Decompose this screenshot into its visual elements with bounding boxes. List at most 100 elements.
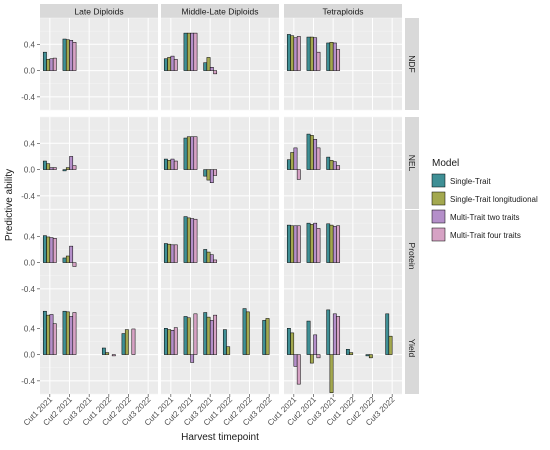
bar (206, 251, 211, 263)
x-axis-title: Harvest timepoint (181, 432, 259, 443)
bar (203, 312, 208, 355)
panel-background (40, 18, 158, 110)
bar (296, 169, 301, 180)
bar (170, 244, 175, 263)
bar (265, 318, 270, 355)
bar (332, 313, 337, 355)
bar (62, 257, 67, 263)
legend-entry-label: Multi-Trait four traits (450, 231, 521, 240)
bar (309, 36, 314, 71)
bar (49, 167, 54, 170)
bar (306, 133, 311, 170)
panel-background (284, 18, 402, 110)
bar (65, 39, 70, 71)
bar (42, 51, 47, 71)
bar (193, 313, 198, 355)
bar (293, 354, 298, 367)
bar (72, 312, 77, 355)
bar (326, 309, 331, 355)
bar (309, 224, 314, 263)
bar (170, 158, 175, 170)
column-strip (284, 4, 402, 18)
bar (203, 62, 208, 71)
column-strip (161, 4, 279, 18)
bar (163, 58, 168, 71)
panel-background (161, 302, 279, 394)
bar (163, 158, 168, 170)
legend-title: Model (432, 158, 459, 169)
y-tick-label: -0.4 (21, 192, 35, 201)
bar (121, 333, 126, 355)
bar (329, 354, 334, 393)
bar (306, 36, 311, 71)
bar (290, 35, 295, 71)
bar (206, 57, 211, 71)
bar (72, 165, 77, 170)
bar (62, 38, 67, 71)
bar (336, 316, 341, 355)
bar (173, 59, 178, 71)
bar (222, 329, 227, 355)
bar (316, 51, 321, 71)
bar (163, 328, 168, 355)
bar (262, 320, 267, 355)
bar (213, 70, 218, 75)
bar (186, 217, 191, 263)
y-tick-label: 0.4 (24, 324, 36, 333)
bar (329, 42, 334, 71)
y-tick-label: 0.0 (24, 351, 36, 360)
bar (203, 169, 208, 177)
bar (167, 329, 172, 355)
bar (213, 169, 218, 176)
bar (316, 228, 321, 263)
legend-entry-label: Multi-Trait two traits (450, 213, 520, 222)
bar (293, 147, 298, 170)
bar (316, 354, 321, 359)
bar (183, 316, 188, 355)
bar (186, 32, 191, 71)
row-strip-label: NDF (407, 55, 417, 72)
bar (186, 317, 191, 355)
bar (296, 354, 301, 385)
bar (309, 354, 314, 364)
bar (52, 167, 57, 170)
bar (167, 57, 172, 71)
y-tick-label: -0.4 (21, 285, 35, 294)
bar (213, 259, 218, 263)
bar (190, 136, 195, 170)
column-strip-label: Late Diploids (74, 7, 123, 17)
bar (46, 163, 51, 170)
bar (332, 161, 337, 170)
row-strip-label: Protein (407, 243, 417, 270)
bar (101, 347, 106, 355)
bar (329, 224, 334, 263)
panel-background (161, 210, 279, 302)
bar (131, 328, 136, 355)
bar (42, 310, 47, 355)
bar (326, 156, 331, 170)
bar (326, 42, 331, 71)
y-tick-label: 0.4 (24, 40, 36, 49)
bar (65, 255, 70, 263)
row-strip-label: Yield (407, 339, 417, 358)
bar (124, 329, 129, 355)
bar (209, 254, 214, 263)
panel-background (284, 117, 402, 209)
bar (65, 167, 70, 170)
bar (290, 152, 295, 170)
bar (46, 236, 51, 263)
bar (209, 67, 214, 71)
y-tick-label: 0.0 (24, 259, 36, 268)
bar (49, 58, 54, 71)
bar (309, 135, 314, 170)
panel-background (40, 302, 158, 394)
panel-background (284, 302, 402, 394)
bar (183, 32, 188, 71)
bar (49, 237, 54, 263)
row-strip-label: NEL (407, 155, 417, 172)
bar (329, 160, 334, 170)
bar (69, 245, 74, 263)
bar (313, 222, 318, 263)
